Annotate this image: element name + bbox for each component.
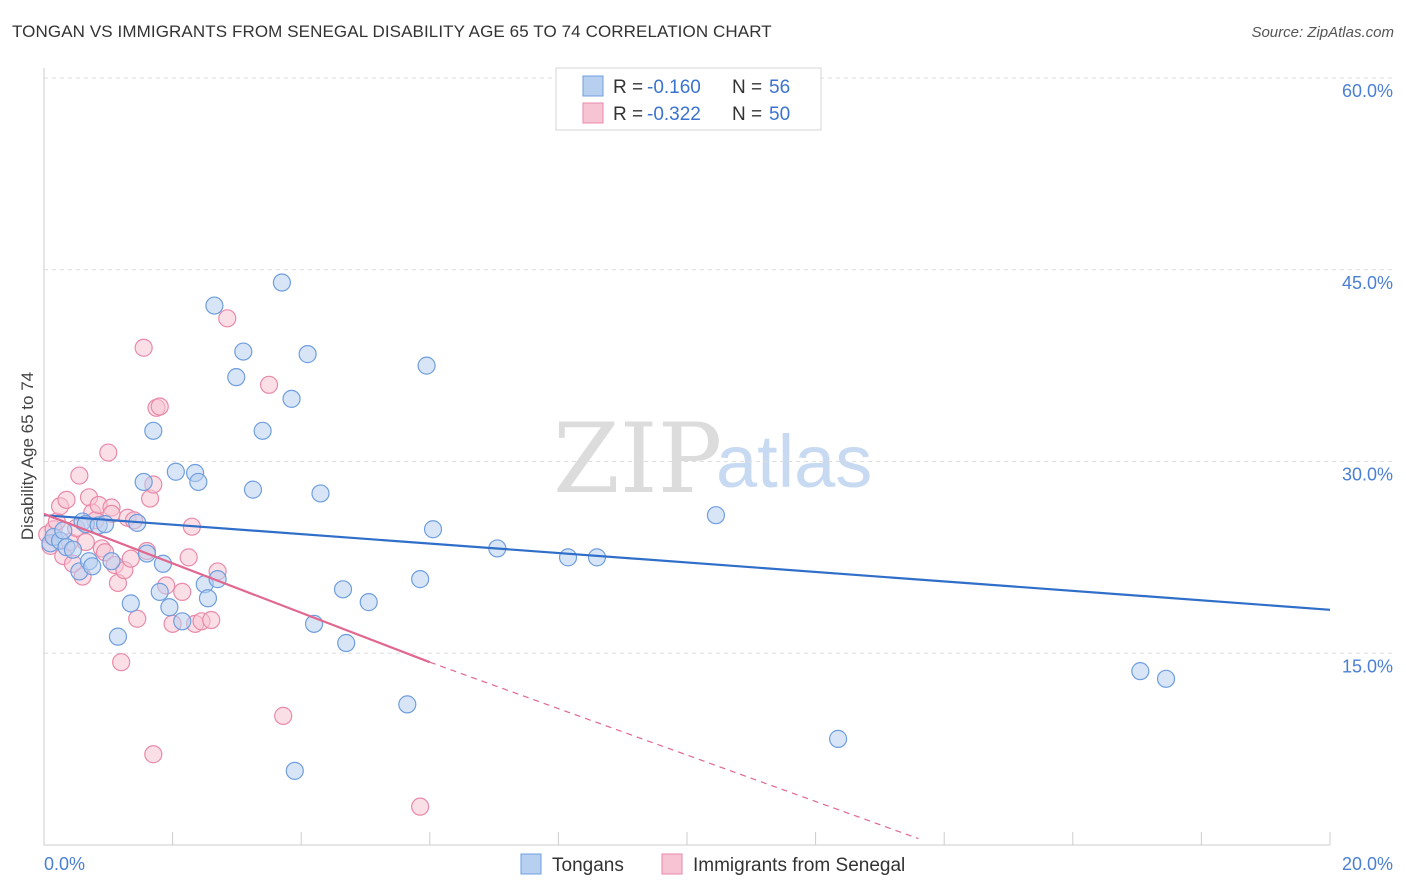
x-tick-marks bbox=[172, 832, 1331, 845]
legend-r-label-2: R = bbox=[613, 104, 643, 125]
legend-r-value-2: -0.322 bbox=[647, 104, 701, 125]
tongan-point-33 bbox=[243, 480, 263, 499]
tongan-point-23 bbox=[166, 462, 185, 481]
tongan-point-49 bbox=[558, 548, 578, 567]
senegal-point-38 bbox=[179, 548, 198, 567]
tongan-point-36 bbox=[282, 389, 301, 408]
tongan-point-37 bbox=[285, 761, 304, 780]
tongan-point-29 bbox=[205, 296, 224, 315]
x-tick-label-min: 0.0% bbox=[44, 854, 85, 874]
y-axis-label: Disability Age 65 to 74 bbox=[18, 372, 37, 540]
legend-n-label-1: N = bbox=[732, 77, 762, 98]
y-tick-label-15: 15.0% bbox=[1342, 656, 1393, 676]
legend-n-value-1: 56 bbox=[769, 77, 790, 98]
y-tick-label-45: 45.0% bbox=[1342, 273, 1393, 293]
tongan-point-34 bbox=[253, 421, 272, 440]
watermark-zip: ZIP bbox=[553, 403, 722, 515]
tongan-point-32 bbox=[234, 342, 253, 361]
senegal-point-37 bbox=[173, 582, 192, 601]
senegal-point-42 bbox=[202, 610, 221, 630]
tongan-point-53 bbox=[1131, 662, 1150, 681]
senegal-point-46 bbox=[274, 706, 293, 725]
y-tick-labels: 15.0% 30.0% 45.0% 60.0% bbox=[1342, 81, 1393, 676]
senegal-point-47 bbox=[144, 745, 163, 764]
bottom-legend-senegal: Immigrants from Senegal bbox=[693, 855, 905, 876]
grid-lines bbox=[44, 77, 1393, 654]
senegal-point-10 bbox=[70, 466, 89, 485]
tongan-point-19 bbox=[144, 421, 163, 440]
tongan-point-40 bbox=[311, 484, 330, 503]
legend-r-label-1: R = bbox=[613, 77, 643, 98]
senegal-point-23 bbox=[112, 653, 131, 672]
watermark-atlas: atlas bbox=[716, 420, 872, 503]
legend-r-value-1: -0.160 bbox=[647, 77, 701, 98]
tongan-point-45 bbox=[411, 570, 430, 589]
senegal-trend-extension bbox=[429, 661, 919, 840]
bottom-legend-swatch-senegal bbox=[661, 853, 683, 875]
senegal-point-6 bbox=[57, 490, 76, 509]
legend-n-label-2: N = bbox=[732, 104, 762, 125]
tongan-point-41 bbox=[333, 580, 353, 599]
y-tick-label-60: 60.0% bbox=[1342, 81, 1393, 101]
senegal-point-19 bbox=[99, 443, 118, 462]
legend-swatch-tongans bbox=[582, 75, 604, 97]
tongan-point-24 bbox=[173, 612, 192, 631]
tongan-point-54 bbox=[1156, 669, 1176, 688]
tongan-point-44 bbox=[398, 695, 417, 714]
tongan-trend-line bbox=[43, 514, 1331, 611]
senegal-point-48 bbox=[411, 797, 430, 816]
tongan-point-38 bbox=[298, 345, 317, 364]
bottom-legend-tongans: Tongans bbox=[552, 855, 624, 876]
senegal-point-34 bbox=[150, 397, 169, 416]
stats-legend: R = -0.160 N = 56 R = -0.322 N = 50 bbox=[555, 67, 822, 131]
tongan-point-47 bbox=[423, 520, 443, 539]
tongan-point-28 bbox=[198, 589, 218, 608]
senegal-point-29 bbox=[134, 338, 153, 357]
tongan-point-26 bbox=[189, 472, 208, 492]
tongan-point-42 bbox=[337, 633, 356, 653]
tongan-point-17 bbox=[134, 472, 153, 492]
tongan-point-46 bbox=[417, 356, 436, 375]
y-tick-label-30: 30.0% bbox=[1342, 465, 1393, 485]
tongan-point-5 bbox=[63, 540, 83, 559]
senegal-point-28 bbox=[128, 609, 147, 628]
tongan-point-52 bbox=[829, 729, 848, 748]
bottom-legend-swatch-tongans bbox=[520, 853, 542, 875]
tongan-point-20 bbox=[150, 582, 169, 601]
senegal-point-26 bbox=[121, 549, 140, 568]
tongan-point-13 bbox=[102, 552, 121, 571]
tongan-point-35 bbox=[272, 273, 292, 292]
senegal-trend-line bbox=[43, 512, 431, 664]
tongan-point-51 bbox=[706, 506, 726, 525]
tongan-point-10 bbox=[83, 557, 102, 576]
tongan-point-15 bbox=[121, 594, 140, 613]
tongan-point-14 bbox=[108, 627, 128, 646]
legend-n-value-2: 50 bbox=[769, 104, 790, 125]
trend-lines bbox=[43, 512, 1331, 840]
senegal-point-45 bbox=[259, 375, 279, 394]
senegal-point-44 bbox=[218, 309, 237, 328]
chart-title: TONGAN VS IMMIGRANTS FROM SENEGAL DISABI… bbox=[12, 22, 772, 41]
tongan-points bbox=[41, 93, 1176, 780]
x-tick-label-max: 20.0% bbox=[1342, 854, 1393, 874]
tongan-point-43 bbox=[359, 593, 378, 612]
tongan-point-22 bbox=[160, 598, 179, 617]
series-legend: Tongans Immigrants from Senegal bbox=[520, 853, 905, 876]
tongan-point-31 bbox=[227, 368, 246, 387]
legend-swatch-senegal bbox=[582, 102, 604, 124]
source-label: Source: ZipAtlas.com bbox=[1251, 24, 1394, 41]
